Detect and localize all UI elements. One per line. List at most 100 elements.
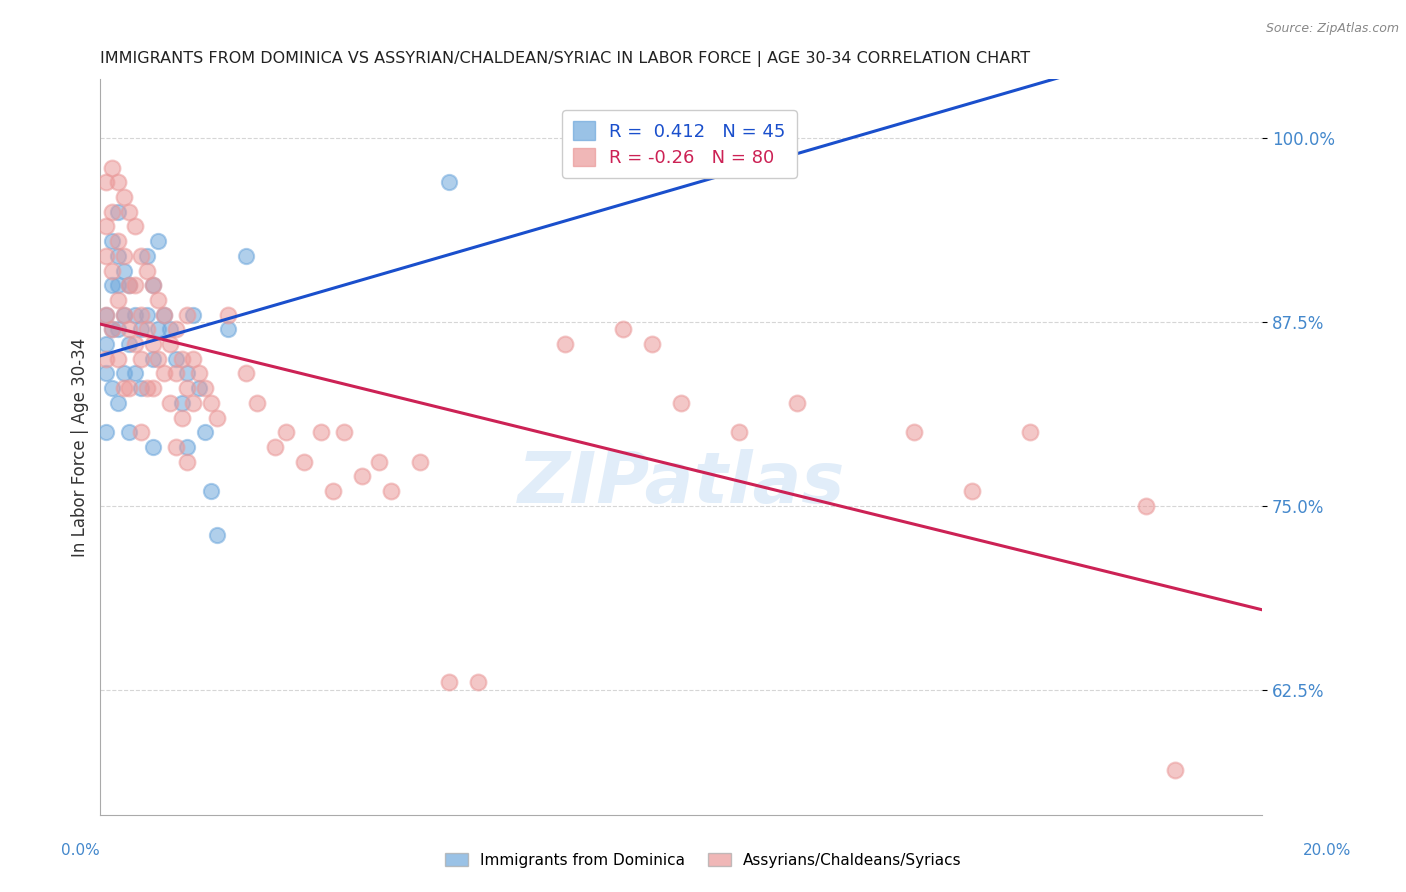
- Point: [129, 249, 152, 263]
- Point: [148, 322, 170, 336]
- Point: [194, 381, 217, 395]
- Text: 0.0%: 0.0%: [60, 843, 100, 858]
- Point: [142, 337, 165, 351]
- Point: [107, 278, 129, 293]
- Point: [181, 396, 204, 410]
- Point: [235, 249, 257, 263]
- Point: [159, 337, 181, 351]
- Point: [118, 278, 141, 293]
- Point: [107, 396, 129, 410]
- Point: [148, 234, 170, 248]
- Point: [101, 161, 124, 175]
- Point: [118, 425, 141, 440]
- Point: [554, 337, 576, 351]
- Point: [112, 367, 135, 381]
- Point: [124, 337, 146, 351]
- Y-axis label: In Labor Force | Age 30-34: In Labor Force | Age 30-34: [72, 337, 89, 557]
- Point: [124, 367, 146, 381]
- Point: [96, 175, 118, 189]
- Point: [135, 308, 157, 322]
- Point: [107, 322, 129, 336]
- Point: [129, 381, 152, 395]
- Point: [437, 175, 460, 189]
- Point: [96, 219, 118, 234]
- Point: [165, 440, 187, 454]
- Point: [188, 367, 211, 381]
- Point: [129, 308, 152, 322]
- Point: [176, 455, 198, 469]
- Text: IMMIGRANTS FROM DOMINICA VS ASSYRIAN/CHALDEAN/SYRIAC IN LABOR FORCE | AGE 30-34 : IMMIGRANTS FROM DOMINICA VS ASSYRIAN/CHA…: [100, 51, 1031, 67]
- Point: [188, 381, 211, 395]
- Point: [124, 219, 146, 234]
- Point: [124, 278, 146, 293]
- Point: [148, 293, 170, 307]
- Point: [142, 440, 165, 454]
- Point: [170, 351, 193, 366]
- Point: [112, 308, 135, 322]
- Point: [107, 175, 129, 189]
- Point: [170, 410, 193, 425]
- Point: [107, 204, 129, 219]
- Point: [176, 440, 198, 454]
- Point: [118, 381, 141, 395]
- Point: [129, 322, 152, 336]
- Point: [176, 308, 198, 322]
- Point: [96, 367, 118, 381]
- Point: [101, 322, 124, 336]
- Point: [728, 425, 751, 440]
- Point: [350, 469, 373, 483]
- Point: [437, 675, 460, 690]
- Point: [124, 308, 146, 322]
- Point: [641, 337, 664, 351]
- Point: [96, 249, 118, 263]
- Point: [235, 367, 257, 381]
- Point: [194, 425, 217, 440]
- Point: [786, 396, 808, 410]
- Point: [129, 351, 152, 366]
- Point: [112, 308, 135, 322]
- Point: [153, 367, 176, 381]
- Point: [96, 425, 118, 440]
- Point: [118, 322, 141, 336]
- Point: [159, 396, 181, 410]
- Point: [107, 234, 129, 248]
- Point: [96, 337, 118, 351]
- Point: [142, 381, 165, 395]
- Point: [612, 322, 634, 336]
- Point: [368, 455, 391, 469]
- Point: [101, 234, 124, 248]
- Point: [903, 425, 925, 440]
- Point: [409, 455, 432, 469]
- Text: Source: ZipAtlas.com: Source: ZipAtlas.com: [1265, 22, 1399, 36]
- Text: ZIPatlas: ZIPatlas: [517, 450, 845, 518]
- Point: [165, 367, 187, 381]
- Point: [181, 308, 204, 322]
- Point: [1135, 499, 1157, 513]
- Point: [107, 249, 129, 263]
- Legend: Immigrants from Dominica, Assyrians/Chaldeans/Syriacs: Immigrants from Dominica, Assyrians/Chal…: [437, 845, 969, 875]
- Point: [322, 484, 344, 499]
- Point: [135, 263, 157, 277]
- Point: [165, 322, 187, 336]
- Point: [1018, 425, 1040, 440]
- Point: [129, 425, 152, 440]
- Point: [112, 381, 135, 395]
- Point: [153, 308, 176, 322]
- Point: [107, 293, 129, 307]
- Point: [292, 455, 315, 469]
- Point: [641, 131, 664, 145]
- Point: [107, 351, 129, 366]
- Point: [246, 396, 269, 410]
- Point: [380, 484, 402, 499]
- Point: [118, 278, 141, 293]
- Point: [96, 308, 118, 322]
- Point: [112, 249, 135, 263]
- Point: [96, 308, 118, 322]
- Point: [101, 278, 124, 293]
- Point: [142, 278, 165, 293]
- Point: [101, 381, 124, 395]
- Point: [217, 322, 239, 336]
- Legend: R =  0.412   N = 45, R = -0.26   N = 80: R = 0.412 N = 45, R = -0.26 N = 80: [562, 111, 797, 178]
- Point: [176, 367, 198, 381]
- Point: [101, 322, 124, 336]
